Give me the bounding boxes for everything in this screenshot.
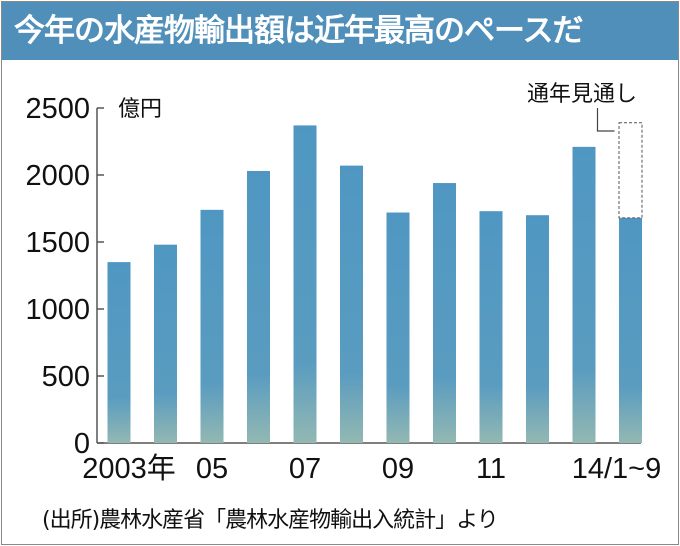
bar-2005 [200, 209, 224, 443]
bar-2013 [572, 146, 596, 444]
x-tick-label: 05 [196, 453, 228, 485]
bar-2012 [526, 215, 549, 443]
y-tick-label: 1000 [25, 294, 90, 326]
y-tick-label: 2000 [25, 160, 90, 192]
x-tick-label: 09 [382, 453, 414, 485]
y-tick-label: 500 [42, 361, 90, 393]
y-tick-label: 1500 [25, 227, 90, 259]
projection-bar [618, 122, 643, 219]
y-tick-label: 2500 [25, 93, 90, 125]
bar-2003 [107, 262, 131, 443]
x-tick-label: 07 [289, 453, 321, 485]
bar-2004 [154, 244, 177, 443]
projection-label: 通年見通し [527, 82, 637, 107]
x-tick-label: 14/1~9 [572, 453, 662, 485]
bar-2008 [340, 165, 363, 443]
projection-leader-line [596, 108, 615, 132]
x-tick-label: 2003年 [82, 452, 176, 485]
unit-label: 億円 [118, 97, 162, 122]
bar-2011 [479, 211, 503, 443]
chart-title: 今年の水産物輸出額は近年最高のペースだ [2, 2, 678, 60]
x-tick-label: 11 [476, 453, 506, 485]
source-note: (出所)農林水産省「農林水産物輸出入統計」より [42, 508, 499, 533]
y-tick-label: 0 [74, 428, 90, 460]
bar-2007 [293, 125, 317, 444]
bar-2010 [433, 183, 456, 444]
bar-2009 [386, 212, 410, 443]
bar-2014/1~9 [619, 217, 642, 443]
bar-2006 [247, 170, 270, 444]
